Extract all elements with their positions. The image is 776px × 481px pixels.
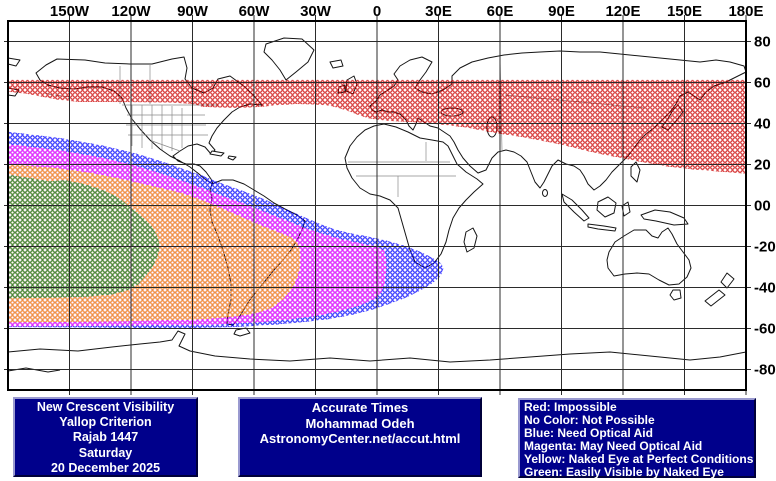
axis-labels: 150W 120W 90W 60W 30W 0 30E 60E 90E 120E 150E 180E 8… <box>50 3 776 379</box>
lat-label: 40 <box>754 116 771 133</box>
credit-line: Mohammad Odeh <box>305 415 415 431</box>
sumatra <box>561 193 590 222</box>
java <box>587 223 617 232</box>
cuba <box>209 150 225 157</box>
credit-line: Accurate Times <box>311 400 409 415</box>
legend-line-red: Red: Impossible <box>524 400 617 414</box>
lat-label: -60 <box>754 321 776 338</box>
title-line: Rajab 1447 <box>72 430 139 445</box>
hispaniola <box>227 155 237 161</box>
lon-label: 0 <box>373 3 381 20</box>
title-line: Yallop Criterion <box>59 415 152 430</box>
map-frame <box>7 20 747 391</box>
lon-label: 90W <box>177 3 209 20</box>
title-box: New Crescent Visibility Yallop Criterion… <box>13 397 198 477</box>
title-line: 20 December 2025 <box>50 460 161 475</box>
lat-label: 20 <box>754 157 771 174</box>
credit-box: Accurate Times Mohammad Odeh AstronomyCe… <box>238 397 482 477</box>
graticule <box>4 15 751 395</box>
lat-label: -20 <box>754 239 776 256</box>
legend-line-nocolor: No Color: Not Possible <box>524 412 655 427</box>
lon-label: 60W <box>239 3 271 20</box>
legend-line-yellow: Yellow: Naked Eye at Perfect Conditions <box>524 451 754 466</box>
australia <box>606 227 692 286</box>
greenland <box>263 37 315 81</box>
legend-line-magenta: Magenta: May Need Optical Aid <box>524 438 703 453</box>
lat-label: 00 <box>754 198 771 215</box>
lon-label: 180E <box>728 3 763 20</box>
lat-label: 80 <box>754 34 771 51</box>
legend-line-blue: Blue: Need Optical Aid <box>524 425 653 440</box>
legend-box: Red: Impossible No Color: Not Possible B… <box>518 398 756 478</box>
africa <box>344 123 484 269</box>
philippines <box>630 161 641 183</box>
lon-label: 90E <box>548 3 575 20</box>
lon-label: 120E <box>605 3 640 20</box>
new-zealand-south <box>704 289 726 307</box>
lon-label: 60E <box>487 3 514 20</box>
lon-label: 120W <box>111 3 151 20</box>
antarctica-coast <box>7 330 747 363</box>
lat-label: -40 <box>754 280 776 297</box>
title-line: Saturday <box>78 445 133 460</box>
credit-line: AstronomyCenter.net/accut.html <box>259 431 461 446</box>
borneo <box>596 196 617 218</box>
lon-label: 150E <box>667 3 702 20</box>
lon-label: 30W <box>300 3 332 20</box>
lat-label: 60 <box>754 75 771 92</box>
lat-label: -80 <box>754 362 776 379</box>
legend-line-green: Green: Easily Visible by Naked Eye <box>524 464 724 479</box>
title-line: New Crescent Visibility <box>36 400 175 414</box>
sri-lanka <box>542 189 548 197</box>
lon-label: 150W <box>50 3 90 20</box>
tasmania <box>669 289 682 301</box>
iceland <box>329 59 344 69</box>
lon-label: 30E <box>425 3 452 20</box>
new-guinea <box>640 209 689 226</box>
